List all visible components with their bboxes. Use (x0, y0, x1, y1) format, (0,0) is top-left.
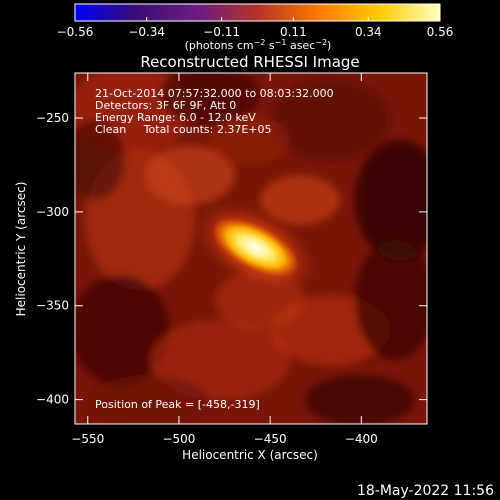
colorbar-tick-label: −0.11 (203, 25, 240, 39)
x-axis-label: Heliocentric X (arcsec) (182, 448, 318, 462)
heatmap-texture-blob (355, 140, 427, 260)
heatmap-texture-blob (145, 145, 235, 205)
plot-frame (74, 72, 428, 425)
x-tick-label: −500 (162, 432, 195, 446)
x-axis-ticks: −550 −500 −450 −400 (71, 73, 378, 446)
x-tick-label: −550 (71, 432, 104, 446)
annotation-detectors: Detectors: 3F 6F 9F, Att 0 (95, 99, 236, 112)
heatmap-texture-blob (305, 375, 415, 424)
colorbar-tick-label: 0.11 (280, 25, 307, 39)
colorbar-ticks: −0.56 −0.34 −0.11 0.11 0.34 0.56 (57, 17, 454, 39)
annotation-clean-counts: Clean Total counts: 2.37E+05 (95, 123, 272, 136)
heatmap-texture-blob (75, 275, 170, 385)
y-tick-label: −300 (36, 205, 69, 219)
annotation-time-range: 21-Oct-2014 07:57:32.000 to 08:03:32.000 (95, 87, 334, 100)
annotation-peak-position: Position of Peak = [-458,-319] (95, 398, 260, 411)
colorbar-tick-label: −0.34 (128, 25, 165, 39)
flare-peak-core (211, 217, 300, 278)
footer-timestamp: 18-May-2022 11:56 (357, 483, 494, 499)
heatmap-texture-blob (270, 80, 390, 160)
colorbar-tick-label: −0.56 (57, 25, 94, 39)
y-axis-label: Heliocentric Y (arcsec) (14, 182, 28, 317)
x-tick-label: −400 (345, 432, 378, 446)
y-axis-ticks: −400 −350 −300 −250 (36, 111, 427, 407)
heatmap-texture-blob (160, 73, 260, 125)
y-tick-label: −350 (36, 299, 69, 313)
heatmap-texture-blob (75, 120, 125, 200)
heatmap-texture-blob (90, 375, 210, 424)
colorbar-tick-label: 0.56 (427, 25, 454, 39)
y-tick-label: −400 (36, 393, 69, 407)
chart-title: Reconstructed RHESSI Image (140, 53, 359, 71)
y-tick-label: −250 (36, 111, 69, 125)
heatmap-texture-blob (355, 240, 427, 360)
colorbar-unit-label: (photons cm−2 s−1 asec−2) (185, 38, 332, 52)
colorbar (74, 3, 441, 22)
annotation-energy-range: Energy Range: 6.0 - 12.0 keV (95, 111, 256, 124)
heatmap-image (75, 73, 427, 424)
heatmap-texture-blob (260, 175, 340, 225)
heatmap-texture-blob (210, 115, 290, 165)
x-tick-label: −450 (254, 432, 287, 446)
colorbar-tick-label: 0.34 (355, 25, 382, 39)
